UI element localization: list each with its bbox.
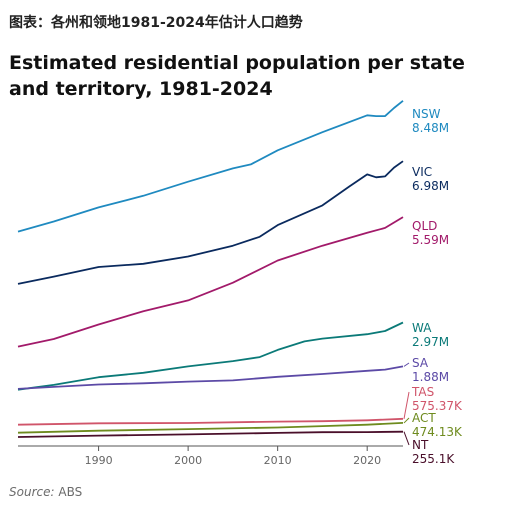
series-name-wa: WA [412, 321, 432, 335]
series-line-sa [17, 365, 404, 390]
label-connector-act [403, 417, 410, 424]
series-value-nsw: 8.48M [412, 121, 449, 135]
label-connector-nt [403, 431, 410, 446]
series-value-act: 474.13K [412, 425, 463, 439]
chart-title: Estimated residential population per sta… [9, 52, 465, 100]
series-line-act [17, 422, 404, 434]
source-label: Source: [9, 485, 55, 499]
label-connector-tas [403, 391, 410, 419]
series-name-qld: QLD [412, 219, 437, 233]
series-name-nsw: NSW [412, 107, 441, 121]
series-layer [17, 100, 404, 438]
series-line-qld [17, 216, 404, 348]
series-name-nt: NT [412, 438, 429, 452]
series-value-vic: 6.98M [412, 179, 449, 193]
series-name-act: ACT [412, 411, 436, 425]
series-value-qld: 5.59M [412, 233, 449, 247]
series-value-sa: 1.88M [412, 370, 449, 384]
series-value-wa: 2.97M [412, 335, 449, 349]
series-line-vic [17, 160, 404, 285]
x-axis-ticks: 1990 2000 2010 2020 [85, 446, 381, 467]
figure-caption: 图表：各州和领地1981-2024年估计人口趋势 [9, 15, 303, 31]
series-name-sa: SA [412, 356, 429, 370]
series-line-wa [17, 321, 404, 391]
series-value-nt: 255.1K [412, 452, 455, 466]
label-connector-sa [403, 362, 410, 367]
series-line-nsw [17, 100, 404, 233]
series-line-nt [17, 430, 404, 438]
series-name-tas: TAS [411, 385, 434, 399]
source-note: Source: ABS [9, 485, 82, 499]
x-tick-label-2020: 2020 [353, 454, 381, 467]
x-tick-label-2000: 2000 [174, 454, 202, 467]
x-tick-label-1990: 1990 [85, 454, 113, 467]
series-line-tas [17, 417, 404, 426]
source-value: ABS [58, 485, 83, 499]
x-tick-label-2010: 2010 [264, 454, 292, 467]
series-value-tas: 575.37K [412, 399, 463, 413]
series-name-vic: VIC [412, 165, 432, 179]
